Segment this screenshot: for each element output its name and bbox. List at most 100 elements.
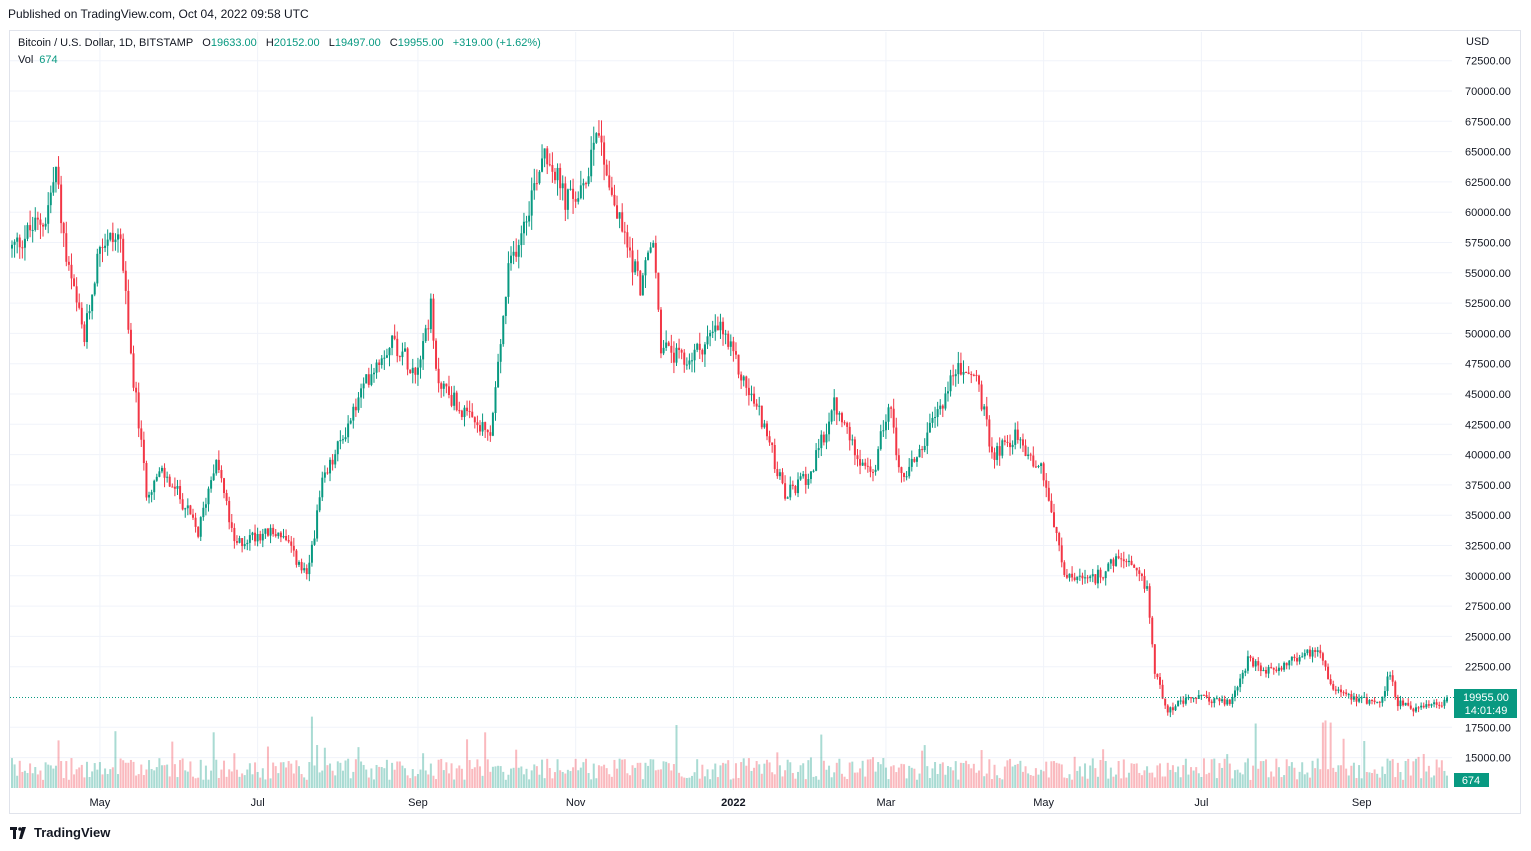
candle-body bbox=[572, 188, 575, 199]
candle-body bbox=[1197, 695, 1200, 699]
candle-body bbox=[918, 449, 921, 458]
candle-body bbox=[1290, 656, 1293, 661]
volume-bar bbox=[1055, 762, 1058, 788]
volume-bar bbox=[34, 767, 37, 788]
candle-body bbox=[1133, 564, 1136, 568]
candle-body bbox=[1249, 656, 1252, 658]
volume-bar bbox=[685, 777, 688, 788]
volume-bar bbox=[65, 761, 68, 788]
volume-bar bbox=[463, 779, 466, 788]
volume-bar bbox=[1391, 759, 1394, 788]
volume-bar bbox=[843, 776, 846, 788]
candle-body bbox=[114, 239, 117, 243]
volume-bar bbox=[869, 759, 872, 788]
volume-bar bbox=[815, 776, 818, 788]
volume-bar bbox=[1213, 758, 1216, 788]
volume-bar bbox=[111, 767, 114, 788]
candle-body bbox=[921, 449, 924, 451]
volume-bar bbox=[199, 759, 202, 788]
volume-bar bbox=[802, 763, 805, 788]
candle-body bbox=[1177, 700, 1180, 707]
volume-bar bbox=[820, 734, 823, 788]
candle-body bbox=[23, 238, 26, 248]
time-axis[interactable]: May Jul Sep Nov 2022 Mar May Jul Sep bbox=[90, 797, 1372, 809]
candle-body bbox=[678, 347, 681, 351]
volume-bar bbox=[1104, 761, 1107, 788]
candle-body bbox=[564, 183, 567, 210]
volume-bar bbox=[1210, 759, 1213, 788]
candle-body bbox=[484, 422, 487, 430]
candle-body bbox=[1339, 689, 1342, 693]
volume-bar bbox=[42, 779, 45, 788]
volume-bar bbox=[158, 758, 161, 788]
candle-body bbox=[1391, 675, 1394, 682]
volume-bar bbox=[722, 762, 725, 788]
volume-bar bbox=[440, 758, 443, 788]
volume-bar bbox=[380, 767, 383, 788]
y-tick-label: 30000.00 bbox=[1465, 571, 1511, 583]
volume-bar bbox=[1192, 770, 1195, 788]
candle-body bbox=[1275, 669, 1278, 672]
candle-body bbox=[892, 408, 895, 428]
candle-body bbox=[1228, 699, 1231, 704]
candle-body bbox=[1347, 694, 1350, 696]
candle-body bbox=[331, 459, 334, 465]
candle-body bbox=[140, 428, 143, 440]
low-value: 19497.00 bbox=[334, 37, 381, 49]
volume-bar bbox=[654, 770, 657, 788]
volume-bar bbox=[78, 767, 81, 788]
volume-bar bbox=[807, 760, 810, 788]
footer-brand[interactable]: TradingView bbox=[10, 825, 110, 840]
volume-bar bbox=[1301, 762, 1304, 788]
candle-body bbox=[1381, 696, 1384, 703]
candle-body bbox=[1156, 673, 1159, 678]
volume-bar bbox=[194, 778, 197, 788]
volume-bar bbox=[357, 747, 360, 788]
volume-bar bbox=[375, 764, 378, 788]
candle-body bbox=[631, 250, 634, 273]
volume-bar bbox=[706, 769, 709, 788]
volume-bar bbox=[1156, 765, 1159, 788]
volume-bar bbox=[548, 768, 551, 788]
candle-body bbox=[528, 215, 531, 222]
volume-bar bbox=[1205, 774, 1208, 788]
price-axis[interactable]: USD 72500.00 70000.00 67500.00 65000.00 6250… bbox=[1465, 36, 1511, 765]
candle-body bbox=[47, 205, 50, 224]
volume-bar bbox=[1021, 771, 1024, 788]
volume-bar bbox=[409, 778, 412, 788]
candle-body bbox=[1135, 567, 1138, 571]
candle-body bbox=[336, 441, 339, 455]
candle-body bbox=[39, 219, 42, 225]
volume-bar bbox=[117, 774, 120, 788]
candle-body bbox=[879, 431, 882, 450]
volume-bar bbox=[129, 759, 132, 788]
candle-body bbox=[781, 472, 784, 484]
candle-body bbox=[323, 472, 326, 478]
symbol-title[interactable]: Bitcoin / U.S. Dollar, 1D, BITSTAMP bbox=[18, 37, 194, 49]
volume-bar bbox=[910, 767, 913, 788]
volume-bar bbox=[703, 776, 706, 788]
volume-bar bbox=[11, 758, 13, 788]
candle-body bbox=[835, 397, 838, 415]
volume-bar bbox=[688, 777, 691, 788]
volume-bar bbox=[825, 769, 828, 788]
candle-body bbox=[1363, 696, 1366, 698]
volume-bar bbox=[269, 778, 272, 788]
volume-bar bbox=[26, 773, 29, 788]
candle-body bbox=[851, 439, 854, 441]
volume-bar bbox=[809, 757, 812, 788]
candle-body bbox=[1200, 694, 1203, 696]
volume-bar bbox=[153, 770, 156, 788]
candle-body bbox=[1130, 560, 1133, 565]
candle-body bbox=[372, 372, 375, 375]
candle-body bbox=[416, 367, 419, 375]
candle-body bbox=[693, 349, 696, 361]
candle-body bbox=[98, 247, 101, 254]
volume-bar bbox=[370, 768, 373, 788]
candle-body bbox=[168, 476, 171, 487]
volume-bar bbox=[1365, 771, 1368, 788]
candle-body bbox=[326, 472, 329, 474]
volume-label[interactable]: Vol bbox=[18, 54, 34, 66]
candle-body bbox=[946, 391, 949, 394]
